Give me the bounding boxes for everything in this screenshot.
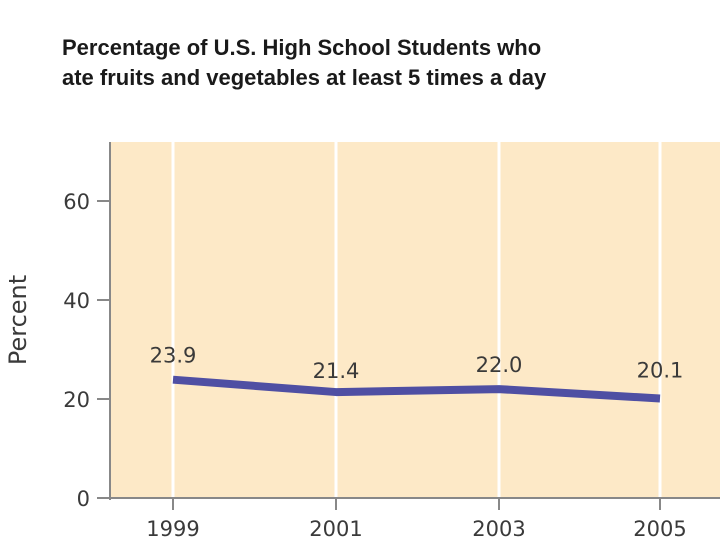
- data-label-2003: 22.0: [476, 353, 523, 377]
- data-label-2001: 21.4: [313, 359, 360, 383]
- data-label-1999: 23.9: [150, 344, 197, 368]
- chart-title-line-2: ate fruits and vegetables at least 5 tim…: [62, 65, 547, 90]
- gridlines: [171, 142, 662, 498]
- x-tick-label-2003: 2003: [472, 517, 525, 540]
- data-label-2005: 20.1: [637, 359, 684, 383]
- x-tick-label-2005: 2005: [633, 517, 686, 540]
- y-tick-label-60: 60: [63, 190, 90, 214]
- series-line: [172, 375, 661, 403]
- x-axis-ticks: 1999 2001 2003 2005: [146, 498, 687, 540]
- series-group: [172, 375, 661, 403]
- chart-title: Percentage of U.S. High School Students …: [62, 33, 702, 93]
- x-tick-label-1999: 1999: [146, 517, 199, 540]
- chart-title-line-1: Percentage of U.S. High School Students …: [62, 35, 542, 60]
- plot-area: [110, 142, 720, 498]
- y-axis-ticks: 0 20 40 60: [63, 190, 110, 511]
- y-tick-label-20: 20: [63, 388, 90, 412]
- y-axis-title: Percent: [4, 275, 32, 365]
- x-tick-label-2001: 2001: [309, 517, 362, 540]
- y-tick-label-0: 0: [77, 487, 90, 511]
- data-labels: 23.9 21.4 22.0 20.1: [150, 344, 684, 383]
- y-tick-label-40: 40: [63, 289, 90, 313]
